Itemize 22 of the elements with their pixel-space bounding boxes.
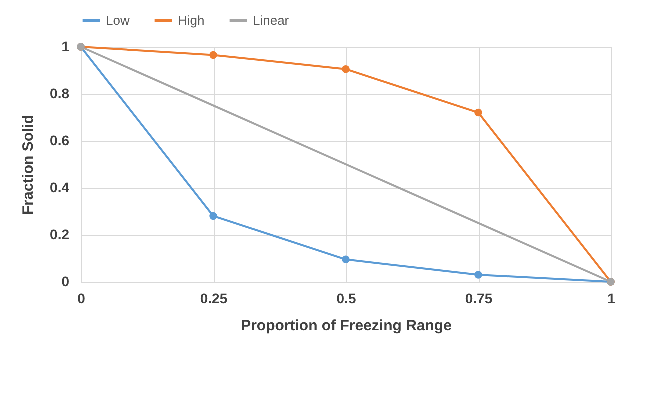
point <box>210 212 218 220</box>
x-tick-label: 1 <box>608 290 616 306</box>
x-tick-label: 0 <box>78 290 86 306</box>
point <box>210 51 218 60</box>
legend-label: Linear <box>253 12 290 28</box>
y-tick-label: 0 <box>62 274 70 290</box>
point <box>342 256 350 264</box>
y-tick-label: 1 <box>62 38 70 54</box>
x-tick-label: 0.5 <box>336 290 356 306</box>
legend-label: Low <box>106 12 130 28</box>
legend-label: High <box>178 12 205 28</box>
y-tick-label: 0.8 <box>50 86 70 102</box>
x-axis-title: Proportion of Freezing Range <box>241 318 452 334</box>
point <box>342 65 350 74</box>
x-tick-label: 0.75 <box>465 290 493 306</box>
y-tick-label: 0.2 <box>50 226 70 242</box>
point <box>474 108 482 117</box>
y-tick-label: 0.4 <box>50 180 70 196</box>
x-tick-label: 0.25 <box>200 290 228 306</box>
point <box>474 271 482 279</box>
y-axis-title: Fraction Solid <box>20 114 38 216</box>
y-tick-label: 0.6 <box>50 132 70 148</box>
